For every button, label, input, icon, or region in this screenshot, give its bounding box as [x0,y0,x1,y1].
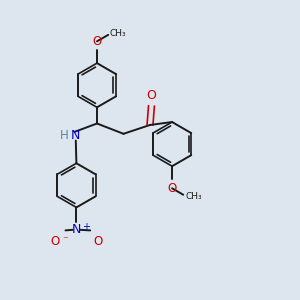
Text: CH₃: CH₃ [110,29,126,38]
Text: ⁻: ⁻ [62,236,68,245]
Text: O: O [92,35,102,48]
Text: O: O [146,89,156,102]
Text: O: O [50,236,60,248]
Text: CH₃: CH₃ [185,192,202,201]
Text: N: N [72,223,81,236]
Text: +: + [82,222,90,232]
Text: H: H [60,129,69,142]
Text: O: O [167,182,177,194]
Text: N: N [71,129,80,142]
Text: O: O [93,236,102,248]
